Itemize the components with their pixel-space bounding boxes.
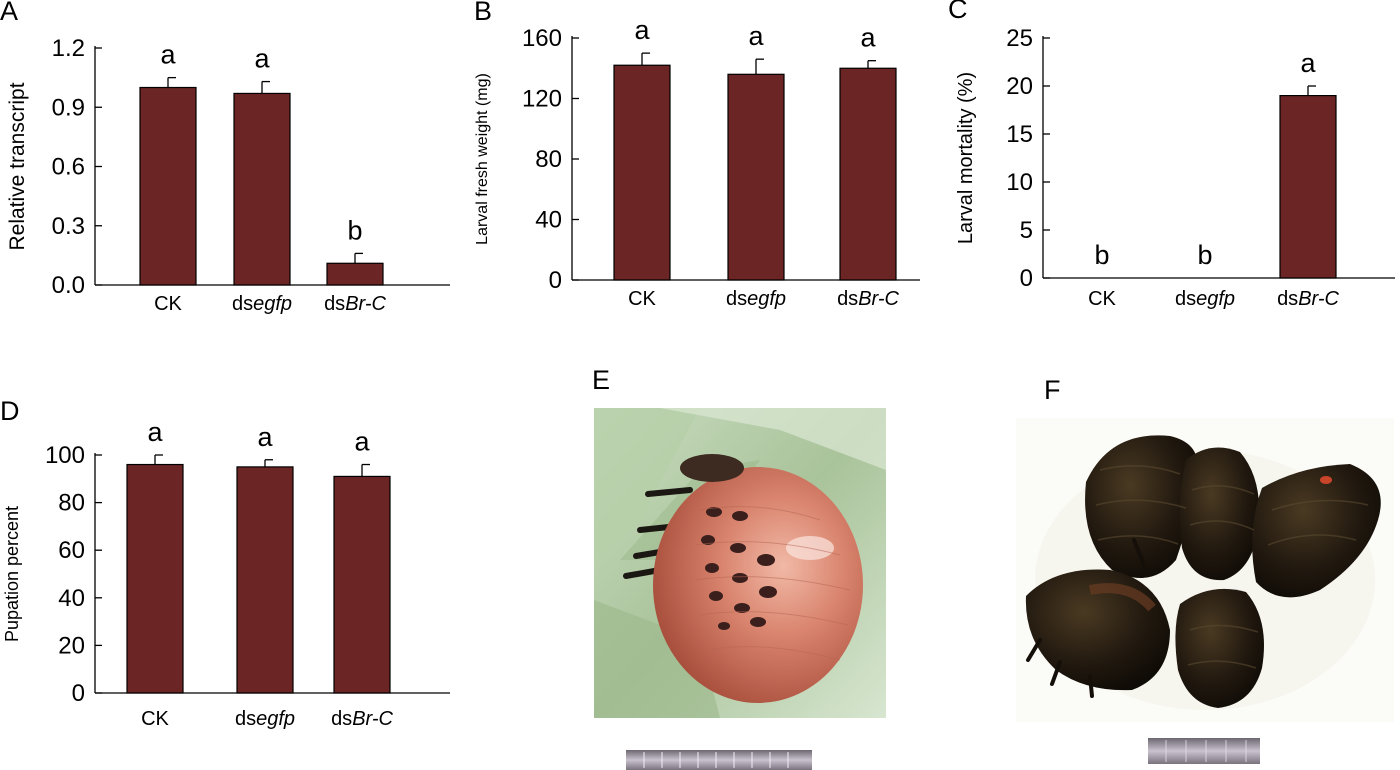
category-label-d-2: dsegfp — [235, 708, 295, 730]
y-tick-label-b: 120 — [522, 86, 562, 113]
category-label-d-3: dsBr-C — [331, 708, 393, 730]
panel-letter-f: F — [1044, 375, 1061, 405]
category-label-c-2: dsegfp — [1175, 288, 1235, 310]
bar-b-1 — [613, 64, 671, 281]
y-tick-label-b: 40 — [535, 207, 562, 234]
y-tick-label-a: 0.0 — [52, 272, 85, 299]
category-prefix: ds — [331, 708, 352, 730]
bar-d-2 — [236, 466, 294, 694]
panel-letter-c: C — [948, 0, 968, 24]
panel-letter-b: B — [474, 0, 492, 26]
category-label-a-1: CK — [154, 293, 182, 315]
y-tick-label-c: 25 — [1006, 25, 1033, 52]
category-italic: egfp — [1196, 288, 1235, 310]
bar-d-3 — [333, 475, 391, 694]
category-prefix: ds — [232, 293, 253, 315]
bar-a-1 — [139, 86, 197, 286]
y-tick-label-a: 0.3 — [52, 213, 85, 240]
bar-d-1 — [126, 463, 184, 694]
category-italic: Br-C — [1298, 288, 1339, 310]
y-tick-label-b: 80 — [535, 146, 562, 173]
y-axis-title-a: Relative transcript — [6, 82, 29, 250]
y-tick-label-b: 160 — [522, 25, 562, 52]
category-prefix: CK — [154, 293, 182, 315]
significance-letter-b-2: a — [748, 21, 764, 51]
y-tick-label-a: 0.6 — [52, 154, 85, 181]
y-tick-label-c: 20 — [1006, 73, 1033, 100]
category-prefix: ds — [235, 708, 256, 730]
y-tick-label-a: 1.2 — [52, 35, 85, 62]
panel-letter-a: A — [0, 0, 18, 26]
significance-letter-b-3: a — [860, 23, 876, 53]
y-tick-label-d: 40 — [58, 585, 85, 612]
significance-letter-a-1: a — [160, 40, 176, 70]
category-label-d-1: CK — [141, 708, 169, 730]
category-prefix: CK — [628, 288, 656, 310]
y-tick-label-c: 0 — [1020, 265, 1033, 292]
category-italic: egfp — [256, 708, 295, 730]
category-prefix: ds — [837, 288, 858, 310]
category-prefix: ds — [1277, 288, 1298, 310]
y-tick-label-c: 5 — [1020, 217, 1033, 244]
category-label-a-3: dsBr-C — [324, 293, 386, 315]
pupae-photo — [1016, 418, 1394, 722]
category-label-b-1: CK — [628, 288, 656, 310]
bar-a-3 — [326, 262, 384, 286]
category-prefix: ds — [324, 293, 345, 315]
y-tick-label-d: 0 — [72, 680, 85, 707]
panel-letter-e: E — [592, 365, 610, 395]
category-italic: Br-C — [858, 288, 899, 310]
significance-letter-a-2: a — [254, 44, 270, 74]
significance-letter-c-1: b — [1094, 240, 1109, 270]
category-italic: Br-C — [352, 708, 393, 730]
y-tick-label-a: 0.9 — [52, 94, 85, 121]
category-italic: egfp — [747, 288, 786, 310]
category-label-b-3: dsBr-C — [837, 288, 899, 310]
scale-ruler-e — [626, 750, 812, 770]
chart-layer: A 0.0 0.3 0.6 0.9 1.2 Relative transcript a CK a d… — [0, 0, 1395, 730]
y-tick-label-c: 15 — [1006, 121, 1033, 148]
y-axis-title-d: Pupation percent — [2, 506, 22, 642]
bar-a-2 — [233, 92, 291, 286]
bar-b-2 — [727, 73, 785, 281]
scale-ruler-f — [1148, 738, 1260, 764]
significance-letter-d-1: a — [147, 417, 163, 447]
y-tick-label-d: 80 — [58, 490, 85, 517]
significance-letter-c-2: b — [1197, 240, 1212, 270]
category-prefix: CK — [1088, 288, 1116, 310]
significance-letter-a-3: b — [347, 215, 362, 245]
category-prefix: ds — [726, 288, 747, 310]
panel-e: E — [592, 365, 886, 770]
y-tick-label-d: 60 — [58, 537, 85, 564]
y-tick-label-d: 100 — [45, 442, 85, 469]
significance-letter-d-3: a — [354, 427, 370, 457]
category-label-c-1: CK — [1088, 288, 1116, 310]
significance-letter-b-1: a — [634, 15, 650, 45]
y-tick-label-c: 10 — [1006, 169, 1033, 196]
category-italic: egfp — [253, 293, 292, 315]
y-tick-label-d: 20 — [58, 632, 85, 659]
category-label-b-2: dsegfp — [726, 288, 786, 310]
category-prefix: CK — [141, 708, 169, 730]
bar-c-3 — [1279, 94, 1337, 279]
significance-letter-c-3: a — [1300, 48, 1316, 78]
category-italic: Br-C — [345, 293, 386, 315]
y-axis-title-b: Larval fresh weight (mg) — [474, 73, 491, 245]
significance-letter-d-2: a — [257, 422, 273, 452]
y-tick-label-b: 0 — [549, 267, 562, 294]
larva-photo — [594, 408, 886, 718]
panel-f: F — [1016, 375, 1394, 764]
category-prefix: ds — [1175, 288, 1196, 310]
panel-letter-d: D — [0, 396, 20, 426]
category-label-a-2: dsegfp — [232, 293, 292, 315]
bar-b-3 — [839, 67, 897, 281]
category-label-c-3: dsBr-C — [1277, 288, 1339, 310]
y-axis-title-c: Larval mortality (%) — [955, 72, 977, 244]
